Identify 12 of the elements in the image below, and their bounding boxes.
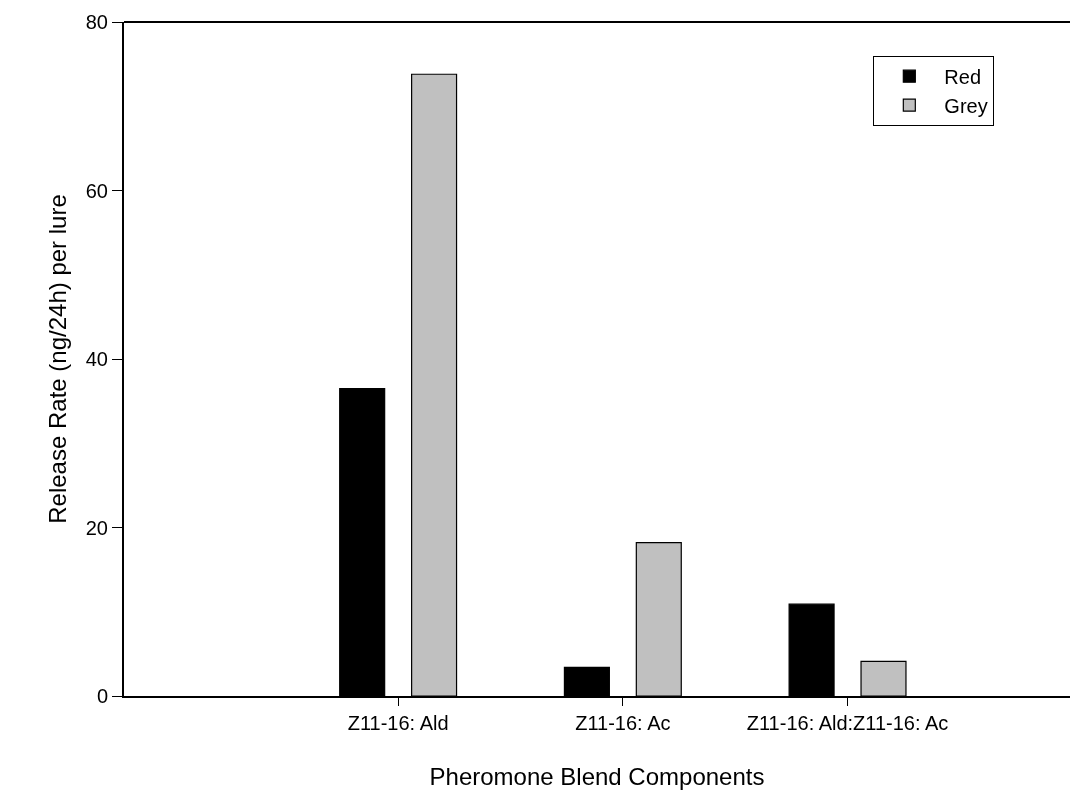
legend-label: Grey	[944, 95, 988, 117]
legend-label: Red	[944, 66, 982, 88]
x-tick-label: Z11-16: Ac	[575, 712, 671, 734]
y-tick-label: 60	[85, 179, 108, 202]
y-tick-label: 80	[85, 11, 108, 33]
x-tick-label: Z11-16: Ald	[347, 712, 449, 734]
y-axis-title: Release Rate (ng/24h) per lure	[44, 194, 72, 524]
x-axis-title: Pheromone Blend Components	[429, 762, 765, 790]
y-tick-label: 0	[96, 685, 108, 707]
y-tick-label: 40	[85, 348, 108, 370]
x-tick-label: Z11-16: Ald:Z11-16: Ac	[746, 712, 949, 734]
y-tick-label: 20	[85, 516, 108, 539]
